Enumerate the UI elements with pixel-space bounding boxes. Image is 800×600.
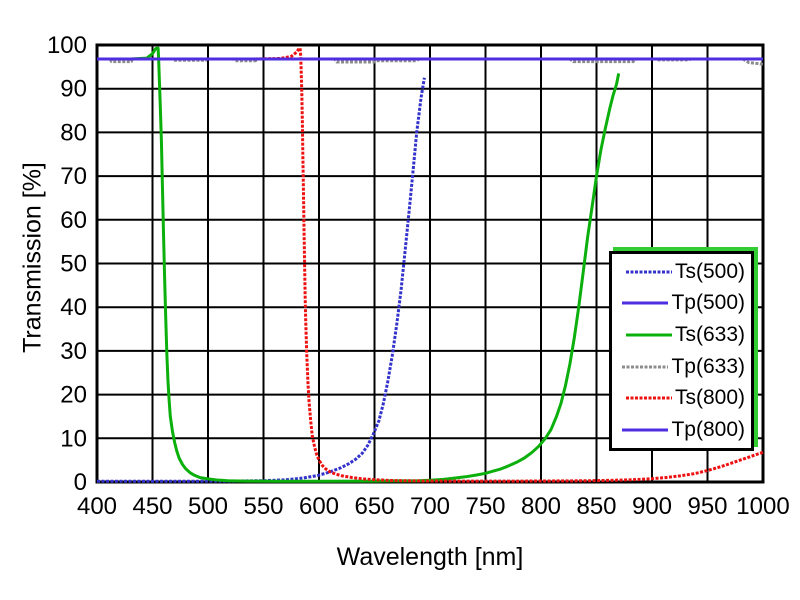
y-axis-title: Transmission [%] <box>19 133 48 383</box>
legend-item-Ts(800): Ts(800) <box>622 386 745 410</box>
x-tick-label: 900 <box>632 493 672 520</box>
x-tick-label: 600 <box>299 493 339 520</box>
y-tick-label: 90 <box>60 76 87 103</box>
legend-swatch-Tp(800) <box>622 428 669 432</box>
y-tick-label: 20 <box>60 382 87 409</box>
x-tick-label: 850 <box>576 493 616 520</box>
chart-legend: Ts(500) Tp(500) Ts(633) Tp(633) Ts(800) Tp(80… <box>609 251 754 451</box>
x-tick-label: 450 <box>132 493 172 520</box>
plot-frame <box>95 43 765 484</box>
legend-label-Tp(800): Tp(800) <box>671 418 745 442</box>
x-tick-label: 950 <box>687 493 727 520</box>
y-tick-label: 100 <box>47 32 87 59</box>
y-tick-label: 0 <box>74 469 87 496</box>
y-axis-title-text: Transmission [%] <box>18 162 47 353</box>
series-line-Ts(800) <box>97 46 764 483</box>
x-axis-title-text: Wavelength [nm] <box>336 543 524 571</box>
series-line-Ts(500) <box>97 77 426 483</box>
legend-item-Tp(500): Tp(500) <box>622 291 745 315</box>
x-tick-label: 1000 <box>736 493 789 520</box>
x-tick-label: 700 <box>410 493 450 520</box>
x-tick-label: 800 <box>521 493 561 520</box>
y-tick-label: 40 <box>60 294 87 321</box>
y-tick-label: 80 <box>60 119 87 146</box>
legend-label-Ts(800): Ts(800) <box>674 386 745 410</box>
y-tick-label: 30 <box>60 338 87 365</box>
x-axis-title: Wavelength [nm] <box>0 543 800 572</box>
y-tick-label: 50 <box>60 251 87 278</box>
x-tick-label: 500 <box>188 493 228 520</box>
x-tick-label: 550 <box>243 493 283 520</box>
x-tick-label: 750 <box>465 493 505 520</box>
y-tick-label: 70 <box>60 163 87 190</box>
legend-swatch-Ts(500) <box>625 270 672 274</box>
legend-swatch-Ts(800) <box>625 396 672 400</box>
legend-item-Tp(633): Tp(633) <box>622 355 745 379</box>
legend-swatch-Ts(633) <box>625 333 672 337</box>
legend-swatch-Tp(633) <box>622 365 669 369</box>
legend-label-Ts(633): Ts(633) <box>674 323 745 347</box>
x-tick-label: 400 <box>77 493 117 520</box>
y-tick-label: 60 <box>60 207 87 234</box>
legend-swatch-Tp(500) <box>622 301 669 305</box>
legend-item-Ts(633): Ts(633) <box>622 323 745 347</box>
legend-item-Tp(800): Tp(800) <box>622 418 745 442</box>
x-tick-label: 650 <box>354 493 394 520</box>
legend-label-Ts(500): Ts(500) <box>674 259 745 283</box>
y-tick-label: 10 <box>60 425 87 452</box>
legend-label-Tp(633): Tp(633) <box>671 354 745 378</box>
legend-label-Tp(500): Tp(500) <box>671 291 745 315</box>
series-line-Ts(633) <box>97 46 621 483</box>
legend-item-Ts(500): Ts(500) <box>622 260 745 284</box>
